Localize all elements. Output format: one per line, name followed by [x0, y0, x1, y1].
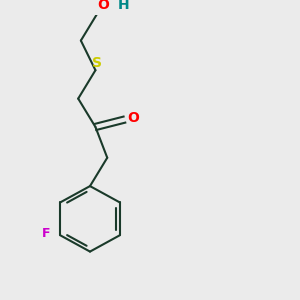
Text: F: F [42, 227, 51, 240]
Text: O: O [127, 111, 139, 125]
Text: H: H [118, 0, 129, 12]
Text: O: O [98, 0, 110, 12]
Text: S: S [92, 56, 102, 70]
